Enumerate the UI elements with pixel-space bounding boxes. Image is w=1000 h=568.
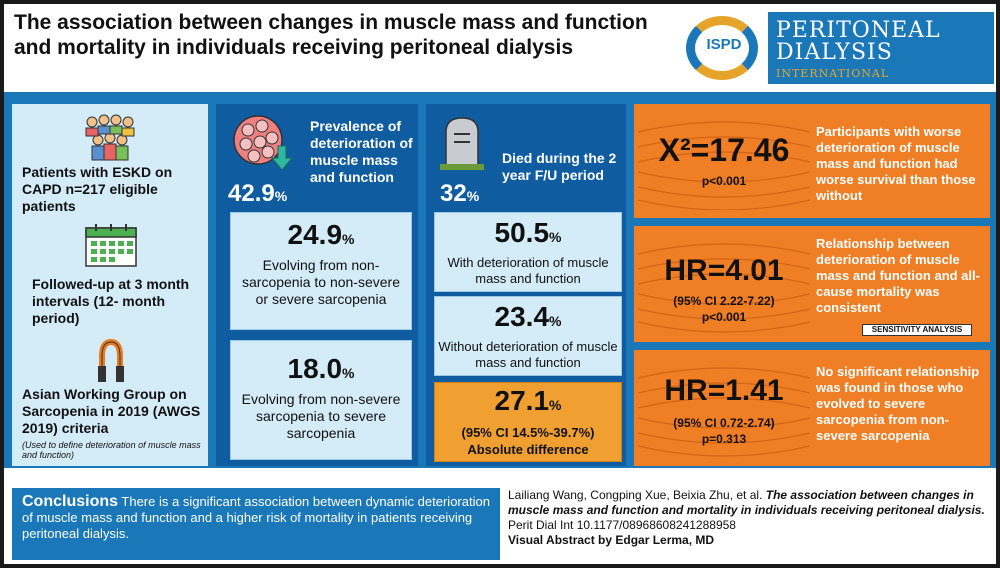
citation-journal: Perit Dial Int 10.1177/08968608241288958: [508, 518, 736, 532]
journal-subname: INTERNATIONAL: [776, 67, 890, 80]
chi-square-stat: X²=17.46: [658, 132, 790, 168]
patients-text: Patients with ESKD on CAPD n=217 eligibl…: [22, 164, 173, 214]
transition-2-unit: %: [342, 365, 355, 381]
abs-diff-ci: (95% CI 14.5%-39.7%): [461, 425, 595, 440]
sensitivity-badge: SENSITIVITY ANALYSIS: [862, 324, 972, 336]
result-box-hr-severe: HR=1.41 (95% CI 0.72-2.74) p=0.313 No si…: [634, 350, 990, 466]
citation-title: The association between changes in muscl…: [508, 488, 985, 517]
criteria-note: (Used to define deterioration of muscle …: [22, 440, 201, 460]
mortality-unit: %: [466, 188, 480, 204]
abs-diff-value: 27.1: [494, 385, 550, 416]
followup-text: Followed-up at 3 month intervals (12- mo…: [32, 276, 190, 326]
hr-all-stat: HR=4.01: [664, 254, 784, 287]
transition-box-2: 18.0% Evolving from non-severe sarcopeni…: [230, 340, 412, 460]
hr-severe-ci: (95% CI 0.72-2.74): [673, 416, 775, 430]
prevalence-unit: %: [274, 188, 288, 204]
mortality-without-value-wrap: 23.4%: [435, 301, 621, 333]
tombstone-icon: [440, 117, 484, 170]
mortality-value-wrap: 32%: [440, 180, 479, 208]
mortality-box-without: 23.4% Without deterioration of muscle ma…: [434, 296, 622, 376]
muscle-texture-icon: [638, 243, 810, 333]
mortality-with-value-wrap: 50.5%: [435, 217, 621, 249]
hr-severe-text: No significant relationship was found in…: [816, 364, 980, 443]
mortality-label: Died during the 2 year F/U period: [502, 150, 617, 183]
conclusions-heading: Conclusions: [22, 493, 119, 510]
conclusions-panel: Conclusions There is a significant assoc…: [12, 488, 500, 560]
muscle-texture-icon: [638, 367, 810, 457]
journal-name-line2: DIALYSIS: [776, 40, 893, 65]
citation-credit: Visual Abstract by Edgar Lerma, MD: [508, 533, 715, 547]
prevalence-label: Prevalence of deterioration of muscle ma…: [310, 118, 413, 185]
citation-authors: Lailiang Wang, Congping Xue, Beixia Zhu,…: [508, 488, 763, 502]
muscle-texture-icon: [638, 121, 810, 210]
ispd-abbr: ISPD: [706, 36, 742, 53]
result-box-chi-square: X²=17.46 p<0.001 Participants with worse…: [634, 104, 990, 218]
mortality-without-unit: %: [549, 313, 562, 329]
transition-2-value-wrap: 18.0%: [231, 353, 411, 385]
transition-2-value: 18.0: [287, 353, 343, 384]
journal-name-line1: PERITONEAL: [776, 18, 941, 43]
result-box-hr-all: HR=4.01 (95% CI 2.22-7.22) p<0.001 Relat…: [634, 226, 990, 342]
transition-2-text: Evolving from non-severe sarcopenia to s…: [241, 391, 401, 441]
study-design-panel: Patients with ESKD on CAPD n=217 eligibl…: [12, 104, 208, 466]
criteria-text: Asian Working Group on Sarcopenia in 201…: [22, 386, 201, 436]
chi-square-p: p<0.001: [701, 174, 747, 188]
mortality-with-text: With deterioration of muscle mass and fu…: [447, 255, 609, 286]
mortality-with-unit: %: [549, 229, 562, 245]
hr-all-text: Relationship between deterioration of mu…: [816, 236, 980, 315]
transition-1-value-wrap: 24.9%: [231, 219, 411, 251]
visual-abstract: The association between changes in muscl…: [4, 4, 996, 564]
journal-logo: ISPD PERITONEAL DIALYSIS INTERNATIONAL: [680, 12, 994, 84]
page-title: The association between changes in muscl…: [14, 11, 648, 59]
transition-1-text: Evolving from non-sarcopenia to non-seve…: [242, 257, 400, 307]
abs-diff-value-wrap: 27.1%: [435, 385, 621, 417]
muscle-fibers-icon: [233, 115, 292, 171]
abs-diff-unit: %: [549, 397, 562, 413]
absolute-difference-box: 27.1% (95% CI 14.5%-39.7%) Absolute diff…: [434, 382, 622, 462]
abs-diff-text: Absolute difference: [467, 442, 589, 457]
chi-square-text: Participants with worse deterioration of…: [816, 124, 976, 203]
mortality-panel: Died during the 2 year F/U period 32% 50…: [426, 104, 626, 466]
mortality-with-value: 50.5: [494, 217, 550, 248]
mortality-box-with: 50.5% With deterioration of muscle mass …: [434, 212, 622, 292]
hr-all-p: p<0.001: [701, 310, 747, 324]
mortality-without-value: 23.4: [494, 301, 550, 332]
conclusions-text: There is a significant association betwe…: [22, 494, 490, 541]
prevalence-value: 42.9: [228, 180, 275, 207]
hr-severe-stat: HR=1.41: [664, 374, 784, 407]
hr-severe-p: p=0.313: [701, 432, 747, 446]
citation: Lailiang Wang, Congping Xue, Beixia Zhu,…: [508, 488, 994, 548]
prevalence-value-wrap: 42.9%: [228, 180, 287, 208]
prevalence-panel: Prevalence of deterioration of muscle ma…: [216, 104, 418, 466]
journal-name: PERITONEAL DIALYSIS: [776, 20, 986, 64]
ispd-ring-icon: [686, 16, 758, 80]
hr-all-ci: (95% CI 2.22-7.22): [673, 294, 775, 308]
mortality-without-text: Without deterioration of muscle mass and…: [438, 339, 618, 370]
calendar-icon: [85, 224, 137, 267]
transition-1-value: 24.9: [287, 219, 343, 250]
mortality-value: 32: [440, 180, 467, 207]
transition-box-1: 24.9% Evolving from non-sarcopenia to no…: [230, 212, 412, 330]
ispd-badge: ISPD: [680, 12, 768, 84]
transition-1-unit: %: [342, 231, 355, 247]
people-group-icon: [85, 114, 135, 161]
hand-grip-icon: [98, 338, 124, 382]
